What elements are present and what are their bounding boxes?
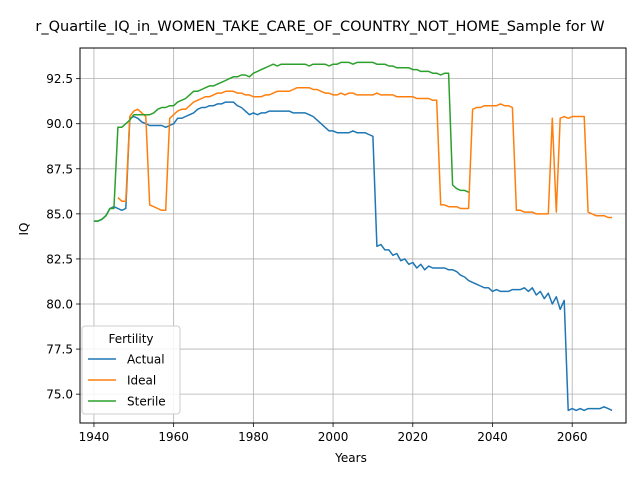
legend-label-ideal: Ideal (127, 374, 156, 388)
legend-title: Fertility (108, 332, 153, 346)
legend-label-actual: Actual (127, 353, 165, 367)
legend-label-sterile: Sterile (127, 395, 166, 409)
legend-items: Actual Ideal Sterile (88, 353, 166, 409)
x-tick-label: 1980 (238, 430, 269, 444)
y-tick-label: 77.5 (46, 343, 73, 357)
y-tick-label: 87.5 (46, 162, 73, 176)
x-tick-label: 2060 (557, 430, 588, 444)
y-tick-label: 92.5 (46, 72, 73, 86)
chart-title: r_Quartile_IQ_in_WOMEN_TAKE_CARE_OF_COUN… (35, 19, 604, 35)
series-line-ideal (117, 86, 613, 219)
series-line-actual (93, 101, 613, 412)
y-tick-label: 85.0 (46, 207, 73, 221)
y-tick-label: 75.0 (46, 388, 73, 402)
x-tick-label: 1940 (79, 430, 110, 444)
y-axis-ticks: 75.0 77.5 80.0 82.5 85.0 87.5 90.0 92.5 (46, 72, 80, 402)
x-tick-label: 2040 (477, 430, 508, 444)
legend-box (81, 325, 181, 415)
series-line-sterile (93, 61, 469, 222)
grid (80, 48, 626, 423)
y-tick-label: 90.0 (46, 117, 73, 131)
x-tick-label: 2020 (398, 430, 429, 444)
y-axis-label: IQ (17, 223, 31, 236)
x-tick-label: 2000 (318, 430, 349, 444)
legend: Fertility Actual Ideal Sterile (81, 325, 181, 415)
x-axis-label: Years (334, 451, 367, 465)
plot-area-frame (79, 47, 627, 424)
x-tick-label: 1960 (158, 430, 189, 444)
x-axis-ticks: 1940 1960 1980 2000 2020 2040 2060 (79, 423, 588, 444)
y-tick-label: 80.0 (46, 298, 73, 312)
y-tick-label: 82.5 (46, 252, 73, 266)
series-lines (93, 61, 613, 412)
